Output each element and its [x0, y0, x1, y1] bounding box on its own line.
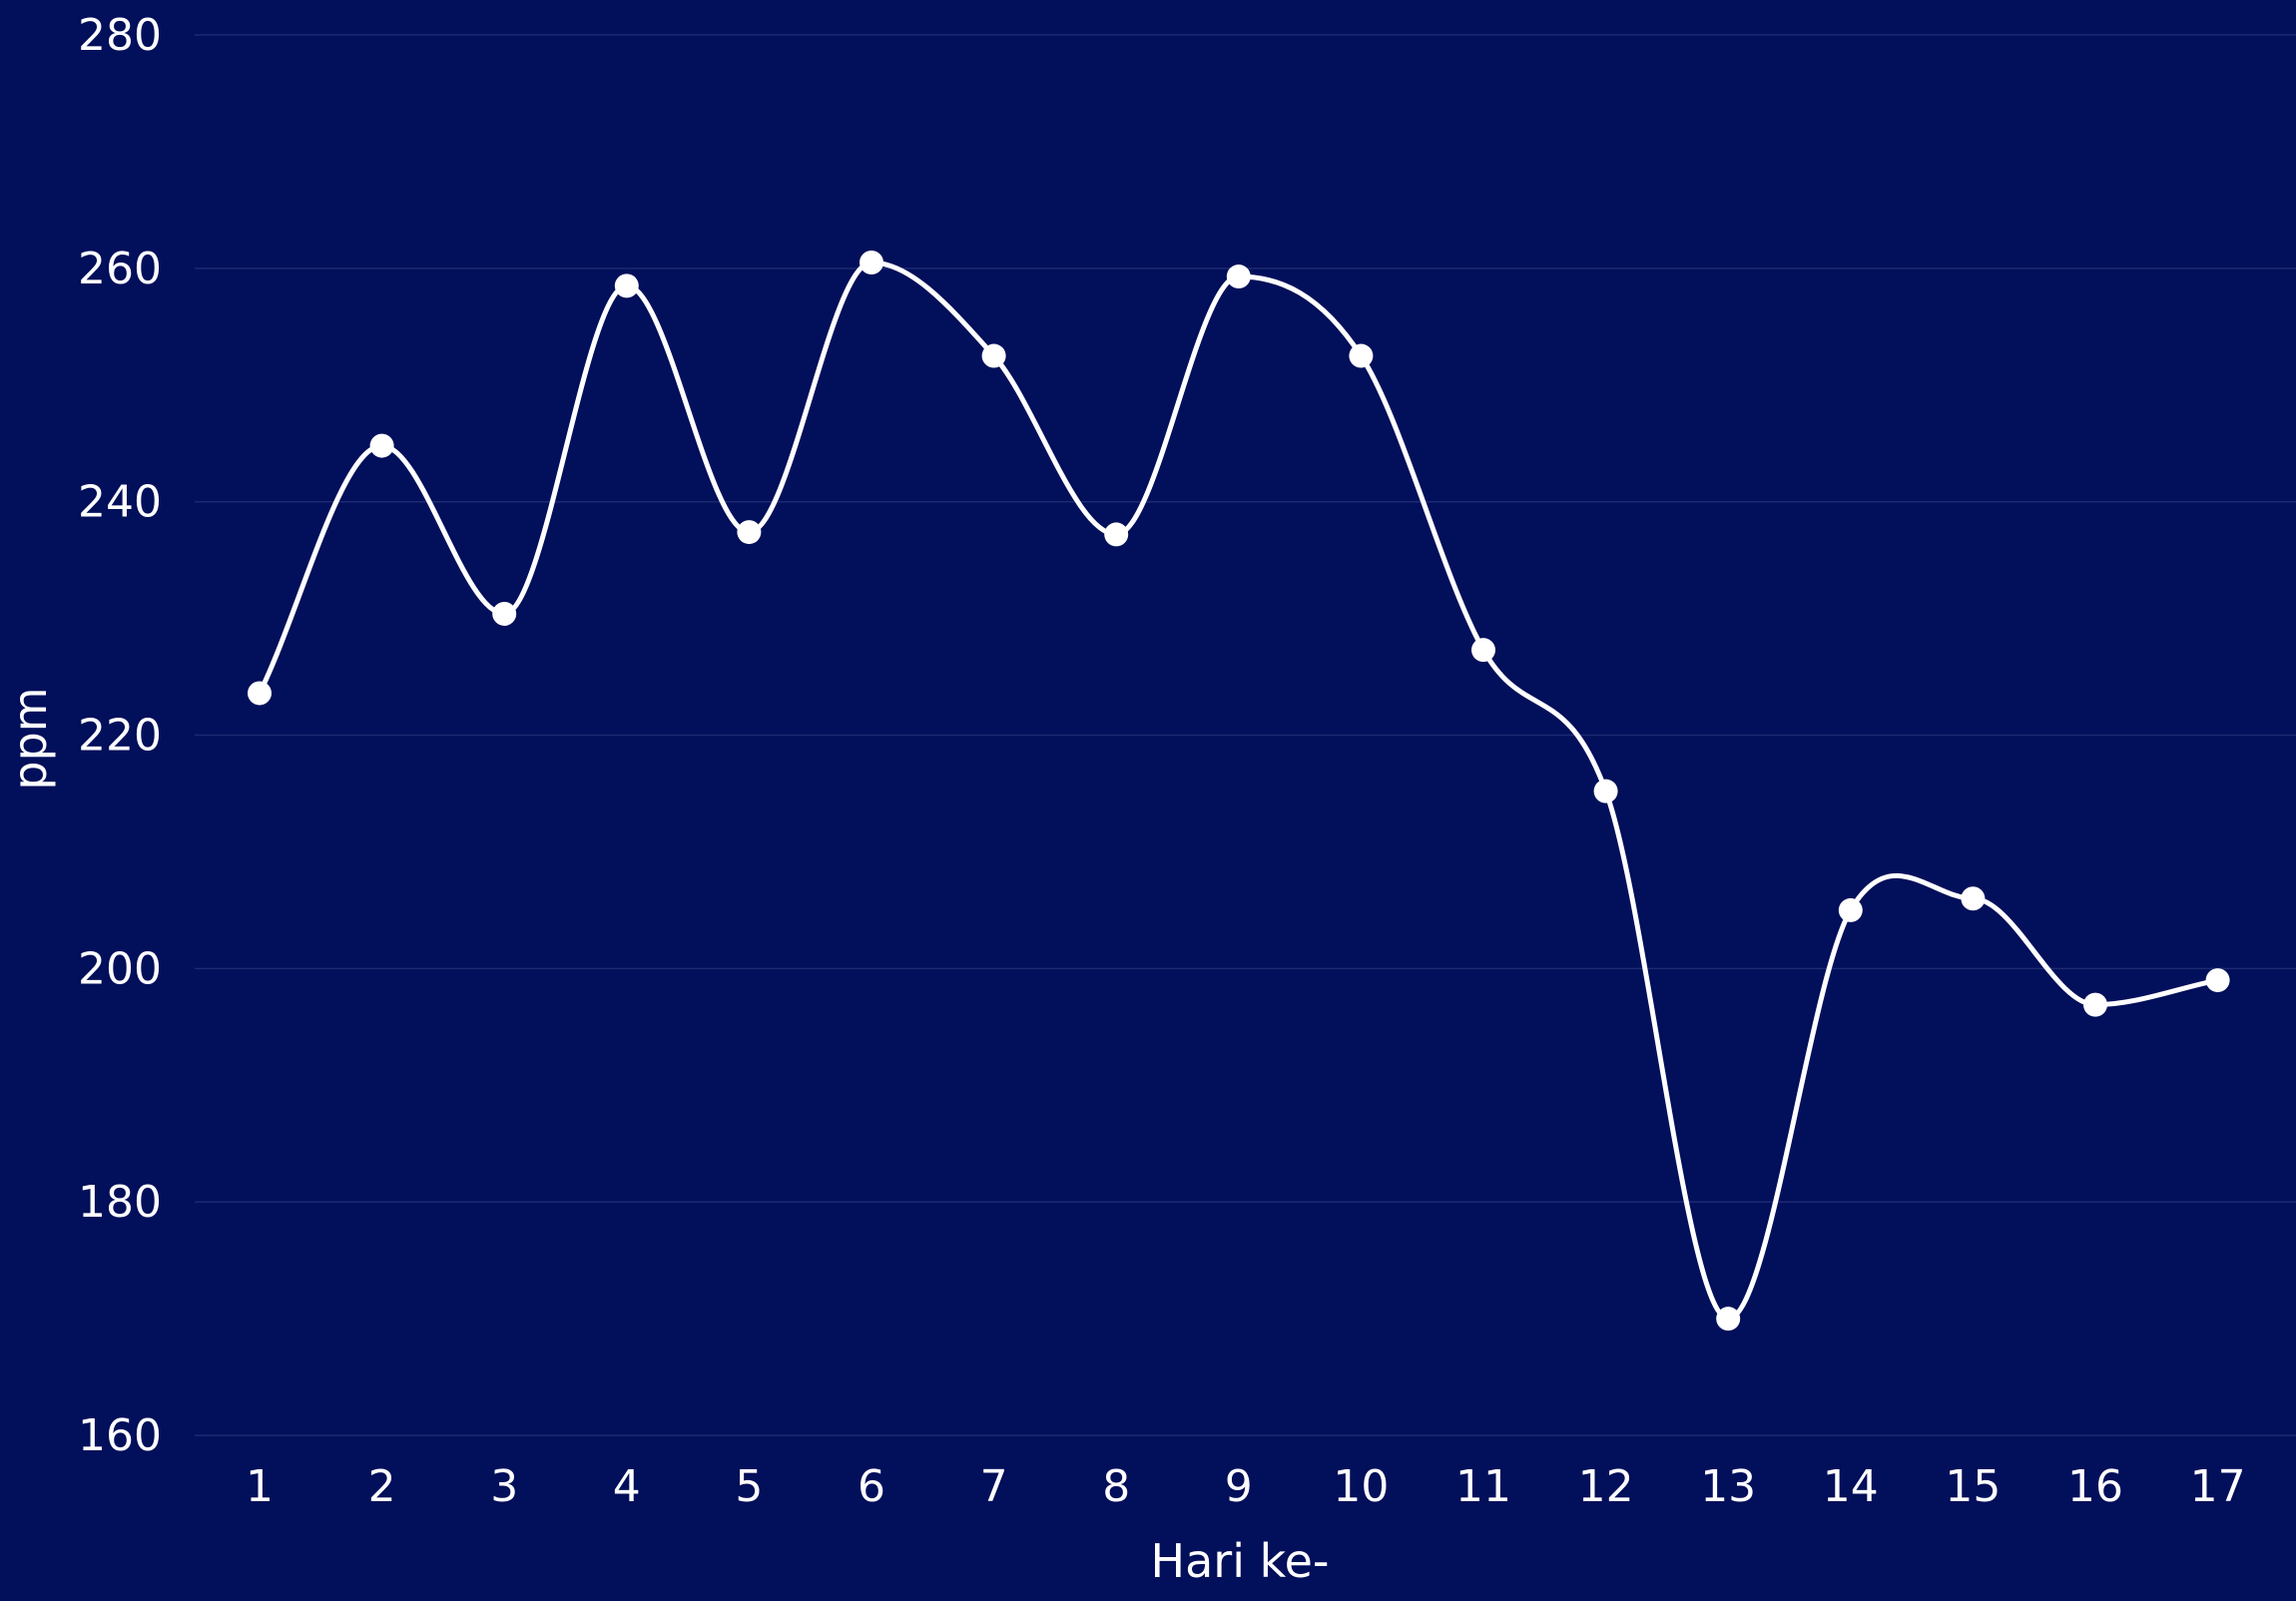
y-tick-label: 160	[78, 1410, 162, 1461]
y-axis-ticks: 160 180 200 220 240 260 280	[78, 10, 162, 1461]
y-tick-label: 180	[78, 1177, 162, 1228]
y-axis-title: ppm	[3, 687, 57, 790]
x-tick-label: 1	[246, 1461, 274, 1512]
x-tick-label: 3	[490, 1461, 518, 1512]
x-tick-label: 12	[1578, 1461, 1634, 1512]
data-point	[1593, 779, 1618, 803]
y-tick-label: 280	[78, 10, 162, 61]
x-tick-label: 7	[980, 1461, 1008, 1512]
data-point	[1104, 522, 1129, 547]
data-point	[1226, 265, 1251, 289]
x-tick-label: 5	[735, 1461, 763, 1512]
x-tick-label: 9	[1225, 1461, 1253, 1512]
data-point	[1961, 886, 1986, 911]
data-point	[2083, 992, 2107, 1017]
data-point	[614, 273, 639, 298]
x-tick-label: 11	[1455, 1461, 1511, 1512]
x-tick-label: 2	[368, 1461, 396, 1512]
x-tick-label: 10	[1333, 1461, 1389, 1512]
y-tick-label: 200	[78, 943, 162, 994]
series-line	[257, 260, 2219, 1322]
data-point	[1349, 343, 1374, 368]
y-tick-label: 260	[78, 244, 162, 294]
data-point	[492, 601, 517, 626]
x-axis-ticks: 1 2 3 4 5 6 7 8 9 10 11 12 13 14 15 16 17	[246, 1461, 2246, 1512]
data-point	[737, 520, 762, 545]
data-point	[2205, 968, 2230, 993]
y-tick-label: 220	[78, 711, 162, 762]
data-point	[1838, 897, 1863, 922]
data-points	[248, 251, 2230, 1332]
x-tick-label: 8	[1102, 1461, 1130, 1512]
x-tick-label: 13	[1700, 1461, 1756, 1512]
data-point	[1471, 638, 1495, 663]
x-tick-label: 4	[613, 1461, 641, 1512]
data-point	[369, 433, 394, 458]
x-tick-label: 6	[858, 1461, 885, 1512]
data-point	[248, 681, 272, 706]
data-point	[981, 343, 1006, 368]
x-tick-label: 14	[1823, 1461, 1879, 1512]
x-axis-title: Hari ke-	[1151, 1534, 1330, 1588]
data-point	[1716, 1307, 1741, 1332]
data-point	[860, 251, 883, 274]
x-tick-label: 15	[1945, 1461, 2001, 1512]
x-tick-label: 16	[2067, 1461, 2123, 1512]
y-tick-label: 240	[78, 477, 162, 528]
x-tick-label: 17	[2190, 1461, 2246, 1512]
